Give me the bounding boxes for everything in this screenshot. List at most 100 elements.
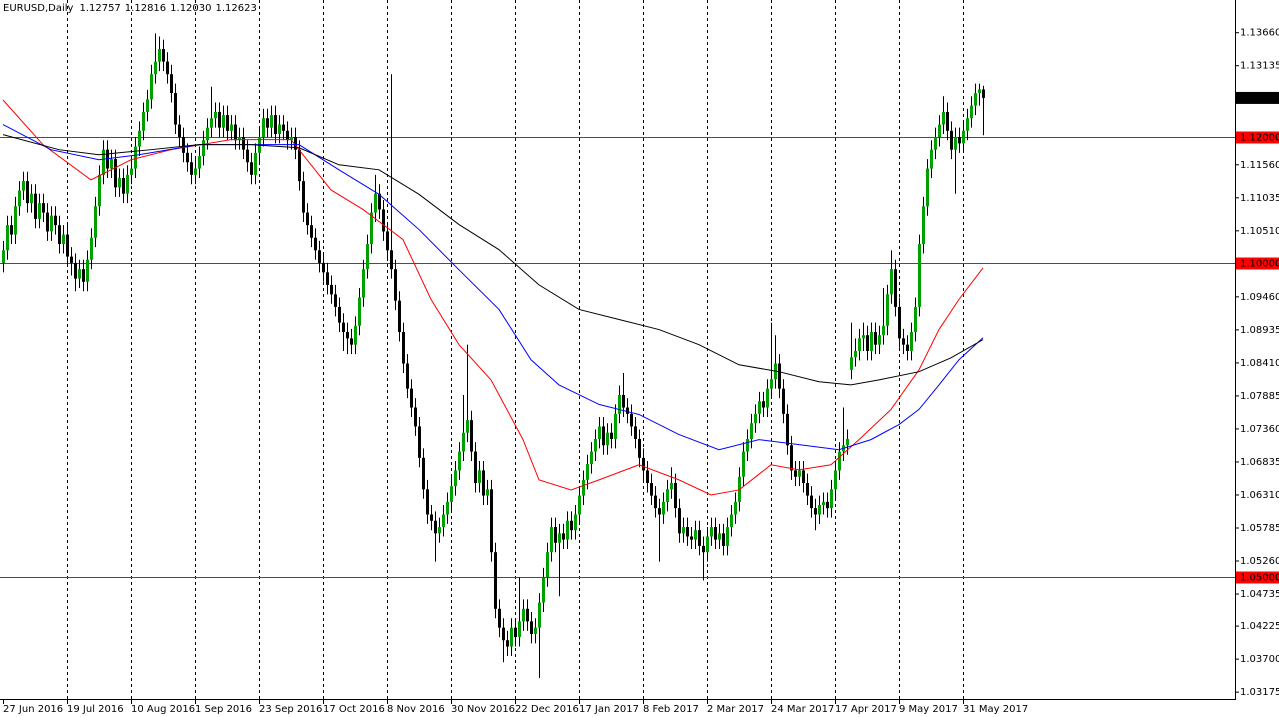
candle-body <box>690 536 693 540</box>
candle-body <box>10 225 13 235</box>
candle-body <box>918 244 921 307</box>
y-tick-label: 1.06835 <box>1240 457 1279 468</box>
candle-body <box>162 49 165 62</box>
y-tick-label: 1.05260 <box>1240 556 1279 567</box>
candle-body <box>970 105 973 119</box>
candle-body <box>602 426 605 446</box>
candle-body <box>466 420 469 433</box>
candle-body <box>110 159 113 169</box>
candle-body <box>70 256 73 263</box>
candle-body <box>518 621 521 638</box>
candle-body <box>638 438 641 458</box>
candle-body <box>778 363 781 389</box>
candle-body <box>330 284 333 295</box>
x-tick-label: 24 Mar 2017 <box>771 704 834 715</box>
candle-body <box>478 470 481 484</box>
candle-body <box>590 451 593 465</box>
candle-body <box>62 234 65 245</box>
candle-body <box>654 495 657 509</box>
candle-body <box>14 206 17 235</box>
candle-body <box>706 536 709 553</box>
candle-body <box>526 608 529 622</box>
candle-body <box>494 552 497 609</box>
moving-average <box>2 99 984 496</box>
candle-body <box>314 237 317 251</box>
candle-body <box>954 137 957 150</box>
candle-body <box>810 495 813 509</box>
candle-body <box>18 190 21 207</box>
candle-body <box>938 124 941 138</box>
candle-body <box>714 527 717 540</box>
candle-body <box>22 181 25 191</box>
candle-body <box>102 149 105 175</box>
x-tick-label: 27 Jun 2016 <box>3 704 63 715</box>
candle-body <box>742 451 745 477</box>
candle-body <box>450 486 453 502</box>
y-tick-label: 1.07360 <box>1240 424 1279 435</box>
candle-body <box>642 457 645 471</box>
x-tick-label: 1 Sep 2016 <box>195 704 252 715</box>
candle-body <box>658 508 661 515</box>
candle-body <box>414 407 417 427</box>
close-value: 1.12623 <box>216 3 257 14</box>
candle-body <box>686 527 689 537</box>
last-price-box <box>1236 91 1279 104</box>
candle-body <box>982 89 985 98</box>
candle-body <box>898 306 901 339</box>
candle-body <box>978 89 981 94</box>
candle-body <box>114 159 117 188</box>
candle-body <box>370 212 373 245</box>
candle-body <box>418 426 421 458</box>
candle-body <box>646 470 649 484</box>
x-tick-label: 30 Nov 2016 <box>451 704 515 715</box>
x-tick-label: 8 Feb 2017 <box>643 704 699 715</box>
candle-body <box>510 627 513 647</box>
candle-body <box>82 269 85 282</box>
candle-body <box>762 401 765 408</box>
candle-body <box>6 225 9 251</box>
candle-body <box>74 262 77 279</box>
candle-body <box>770 379 773 389</box>
x-tick-label: 2 Mar 2017 <box>707 704 764 715</box>
candle-body <box>206 127 209 141</box>
candle-body <box>514 627 517 638</box>
moving-averages <box>2 99 984 496</box>
grid <box>67 0 964 700</box>
candle-body <box>958 137 961 144</box>
candle-body <box>306 212 309 226</box>
candle-body <box>130 168 133 175</box>
candle-body <box>354 325 357 345</box>
candle-body <box>754 413 757 424</box>
candle-body <box>318 250 321 263</box>
symbol: EURUSD,Daily <box>3 3 74 14</box>
level-price-box <box>1236 257 1279 270</box>
candle-body <box>374 193 377 213</box>
candle-body <box>358 297 361 326</box>
candle-body <box>294 137 297 150</box>
x-tick-label: 10 Aug 2016 <box>131 704 195 715</box>
candle-body <box>26 181 29 204</box>
candle-body <box>46 212 49 232</box>
candle-body <box>550 527 553 553</box>
candles <box>2 33 985 678</box>
candle-body <box>190 162 193 175</box>
candle-body <box>594 438 597 452</box>
candle-body <box>482 470 485 496</box>
candle-body <box>678 508 681 534</box>
candle-body <box>38 203 41 219</box>
candle-body <box>126 174 129 194</box>
candle-body <box>910 332 913 351</box>
y-tick-label: 1.05785 <box>1240 523 1279 534</box>
candle-body <box>430 514 433 521</box>
x-tick-label: 9 May 2017 <box>899 704 958 715</box>
candle-body <box>34 193 37 219</box>
candle-body <box>846 438 849 446</box>
candle-body <box>142 111 145 131</box>
candle-body <box>242 137 245 150</box>
candle-body <box>930 149 933 169</box>
candle-body <box>286 130 289 141</box>
candle-body <box>734 501 737 515</box>
candle-body <box>90 237 93 260</box>
candle-body <box>2 250 5 263</box>
